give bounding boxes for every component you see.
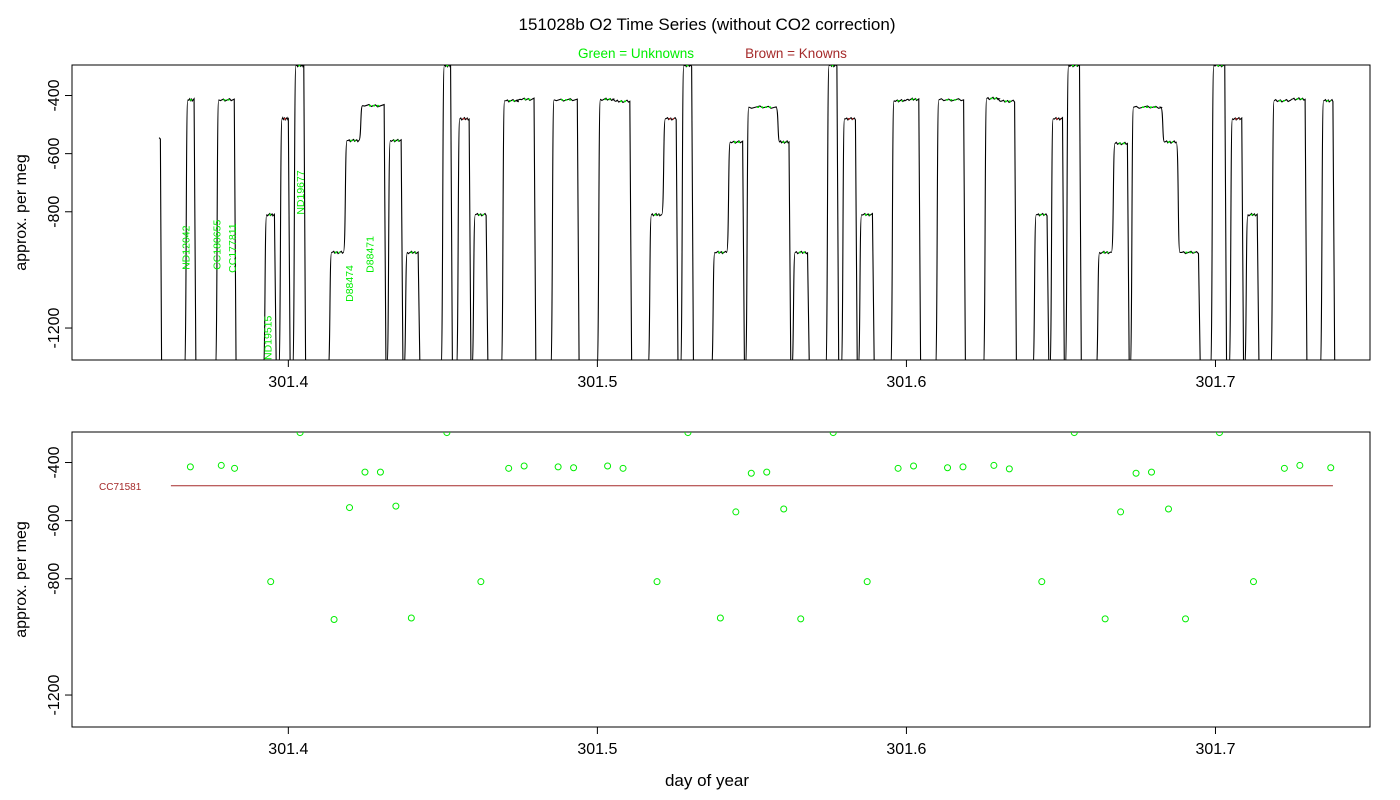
unknown-point [1249,578,1257,586]
unknown-point [684,432,692,437]
unknown-point [910,462,918,470]
top-panel-time-series: 301.4 301.5 301.6 301.7 -400 -600 -800 -1200 app… [13,64,1371,391]
chart-title: 151028b O2 Time Series (without CO2 corr… [518,15,895,34]
plot-area [158,65,1336,360]
unknown-point [944,464,952,472]
x-tick-label: 301.7 [1195,374,1235,391]
plot-frame [71,64,1371,361]
unknown-point [747,469,755,477]
unknown-point [1148,468,1156,476]
sample-annotation: CC180655 [211,220,223,270]
unknown-point [1327,464,1335,472]
reference-line-label: CC71581 [99,482,142,493]
unknown-point [780,505,788,513]
unknown-point [570,464,578,472]
unknown-point [1117,508,1125,516]
unknown-point [797,615,805,623]
unknown-point [1181,615,1189,623]
plot-area [170,432,1335,623]
y-tick-label: -800 [46,563,63,595]
unknown-point [1070,432,1078,437]
y-axis-title: approx. per meg [13,154,30,271]
unknown-point [267,578,275,586]
unknown-point [716,614,724,622]
unknown-point [407,614,415,622]
unknown-point [361,468,369,476]
unknown-point [330,615,338,623]
legend-knowns-label: Brown = Knowns [745,46,847,61]
unknown-point [1038,578,1046,586]
unknown-point [217,461,225,469]
unknown-point [443,432,451,437]
unknown-point [653,578,661,586]
unknown-point [1215,432,1223,437]
unknown-point [1005,465,1013,473]
y-tick-label: -800 [46,196,63,228]
x-tick-label: 301.6 [886,741,926,758]
sample-annotation: ND19677 [295,170,307,215]
x-tick-label: 301.7 [1195,741,1235,758]
unknown-point [231,464,239,472]
unknown-point [732,508,740,516]
unknown-point [763,468,771,476]
unknown-point [894,464,902,472]
unknown-point [1132,469,1140,477]
y-tick-label: -600 [46,138,63,170]
unknown-point [604,462,612,470]
unknown-point [959,463,967,471]
y-tick-label: -600 [46,505,63,537]
sample-annotation: ND12042 [180,225,192,270]
x-tick-label: 301.5 [577,741,617,758]
y-axis-title: approx. per meg [13,521,30,638]
unknown-point [477,578,485,586]
y-tick-label: -400 [46,79,63,111]
unknown-point [863,578,871,586]
sample-annotation: D88471 [364,236,376,273]
unknown-point [346,504,354,512]
unknown-point [186,463,194,471]
unknown-point [505,464,513,472]
unknown-point [554,463,562,471]
plot-frame [71,431,1371,728]
y-tick-label: -1200 [46,307,63,348]
x-tick-label: 301.5 [577,374,617,391]
o2-trace-line [158,65,1336,360]
unknown-point [520,462,528,470]
bottom-panel-scatter: 301.4 301.5 301.6 301.7 -400 -600 -800 -1200 app… [13,431,1371,758]
unknown-point [392,502,400,510]
x-tick-label: 301.4 [268,741,308,758]
sample-annotation: ND19515 [262,315,274,360]
x-tick-label: 301.6 [886,374,926,391]
unknown-point [1280,464,1288,472]
sample-annotation: D88474 [344,265,356,302]
unknown-point [829,432,837,437]
unknown-point [376,468,384,476]
x-axis-label: day of year [665,771,749,790]
y-tick-label: -1200 [46,674,63,715]
unknown-point [990,461,998,469]
unknown-point [296,432,304,437]
unknown-point [1101,615,1109,623]
y-tick-label: -400 [46,446,63,478]
x-tick-label: 301.4 [268,374,308,391]
legend-unknowns-label: Green = Unknowns [578,46,694,61]
sample-annotation: CC177811 [227,223,239,273]
unknown-point [1296,461,1304,469]
unknown-point [1165,505,1173,513]
unknown-point [619,464,627,472]
